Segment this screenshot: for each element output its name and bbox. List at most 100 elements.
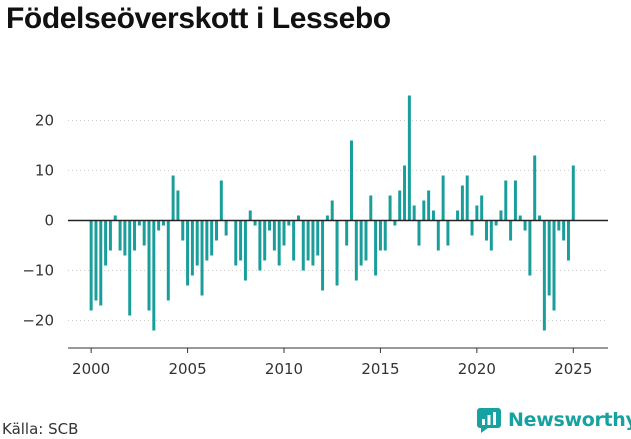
bar	[330, 200, 334, 221]
bar	[562, 220, 566, 241]
bar	[133, 220, 137, 251]
bar	[104, 220, 108, 266]
bar-series	[89, 95, 575, 331]
y-tick-label: 10	[35, 162, 54, 180]
bar	[485, 220, 488, 241]
bar	[258, 220, 262, 271]
x-tick-label: 2010	[265, 360, 303, 378]
bar	[417, 220, 421, 246]
bar	[480, 195, 484, 221]
bar	[215, 220, 218, 241]
y-tick-label: −20	[22, 312, 54, 330]
bar	[538, 215, 542, 221]
y-tick-label: −10	[22, 262, 54, 280]
bar	[374, 220, 378, 276]
bar	[219, 180, 223, 221]
bar	[301, 220, 305, 271]
bar	[152, 220, 156, 331]
bar	[166, 220, 170, 301]
bar	[325, 215, 329, 221]
bar	[287, 220, 291, 226]
bar	[316, 220, 320, 256]
bar	[161, 220, 165, 226]
bar	[123, 220, 127, 256]
bar	[489, 220, 493, 251]
bar	[321, 220, 325, 291]
bar	[566, 220, 570, 261]
bar	[513, 180, 517, 221]
bar	[234, 220, 238, 266]
bar	[248, 210, 252, 221]
bar	[533, 155, 537, 221]
bar	[99, 220, 103, 306]
bar	[190, 220, 194, 276]
bar	[137, 220, 141, 226]
bar	[494, 220, 498, 226]
bar	[427, 190, 431, 221]
bar	[89, 220, 93, 311]
x-tick-label: 2020	[458, 360, 496, 378]
bar	[345, 220, 349, 246]
bar	[142, 220, 146, 246]
chart-title: Födelseöverskott i Lessebo	[6, 2, 391, 35]
bar	[359, 220, 363, 266]
bar	[243, 220, 247, 281]
bar	[239, 220, 243, 261]
bar	[403, 165, 407, 221]
bar	[470, 220, 474, 236]
y-tick-label: 0	[44, 212, 54, 230]
source-note: Källa: SCB	[2, 420, 79, 438]
bar	[446, 220, 450, 246]
bar	[186, 220, 190, 286]
bar	[200, 220, 204, 296]
bar	[282, 220, 286, 246]
bar	[272, 220, 276, 251]
bar	[176, 190, 180, 221]
bar	[224, 220, 228, 236]
bar	[571, 165, 575, 221]
bar	[547, 220, 551, 296]
bar	[171, 175, 175, 221]
bar	[412, 205, 416, 221]
bar	[431, 210, 435, 221]
bar	[181, 220, 185, 241]
bar	[441, 175, 445, 221]
bar	[465, 175, 469, 221]
bar	[253, 220, 257, 226]
bar	[436, 220, 440, 251]
bar	[195, 220, 199, 266]
bar	[335, 220, 339, 286]
bar	[518, 215, 522, 221]
bar	[504, 180, 508, 221]
bar	[354, 220, 358, 281]
bar	[393, 220, 397, 226]
x-tick-label: 2000	[72, 360, 110, 378]
logo-text: Newsworthy	[508, 409, 631, 431]
bar	[557, 220, 561, 231]
bar	[398, 190, 402, 221]
bar	[552, 220, 556, 311]
bar	[422, 200, 426, 221]
bar	[268, 220, 272, 231]
bar	[292, 220, 296, 261]
bar	[456, 210, 460, 221]
bar	[523, 220, 527, 231]
newsworthy-logo: Newsworthy	[476, 407, 631, 433]
bar	[128, 220, 132, 316]
bar	[460, 185, 464, 221]
bar	[296, 215, 300, 221]
bar	[113, 215, 117, 221]
bar	[306, 220, 310, 261]
bar	[205, 220, 209, 261]
bar	[509, 220, 513, 241]
bar	[499, 210, 503, 221]
bar	[407, 95, 411, 221]
x-tick-label: 2015	[361, 360, 399, 378]
bar	[528, 220, 532, 276]
axes: −20 −10 0 10 20 2000 2005 2010 2015 2020 2025	[22, 112, 608, 378]
bar	[369, 195, 373, 221]
x-tick-label: 2005	[168, 360, 206, 378]
bar	[311, 220, 315, 266]
bar	[542, 220, 546, 331]
